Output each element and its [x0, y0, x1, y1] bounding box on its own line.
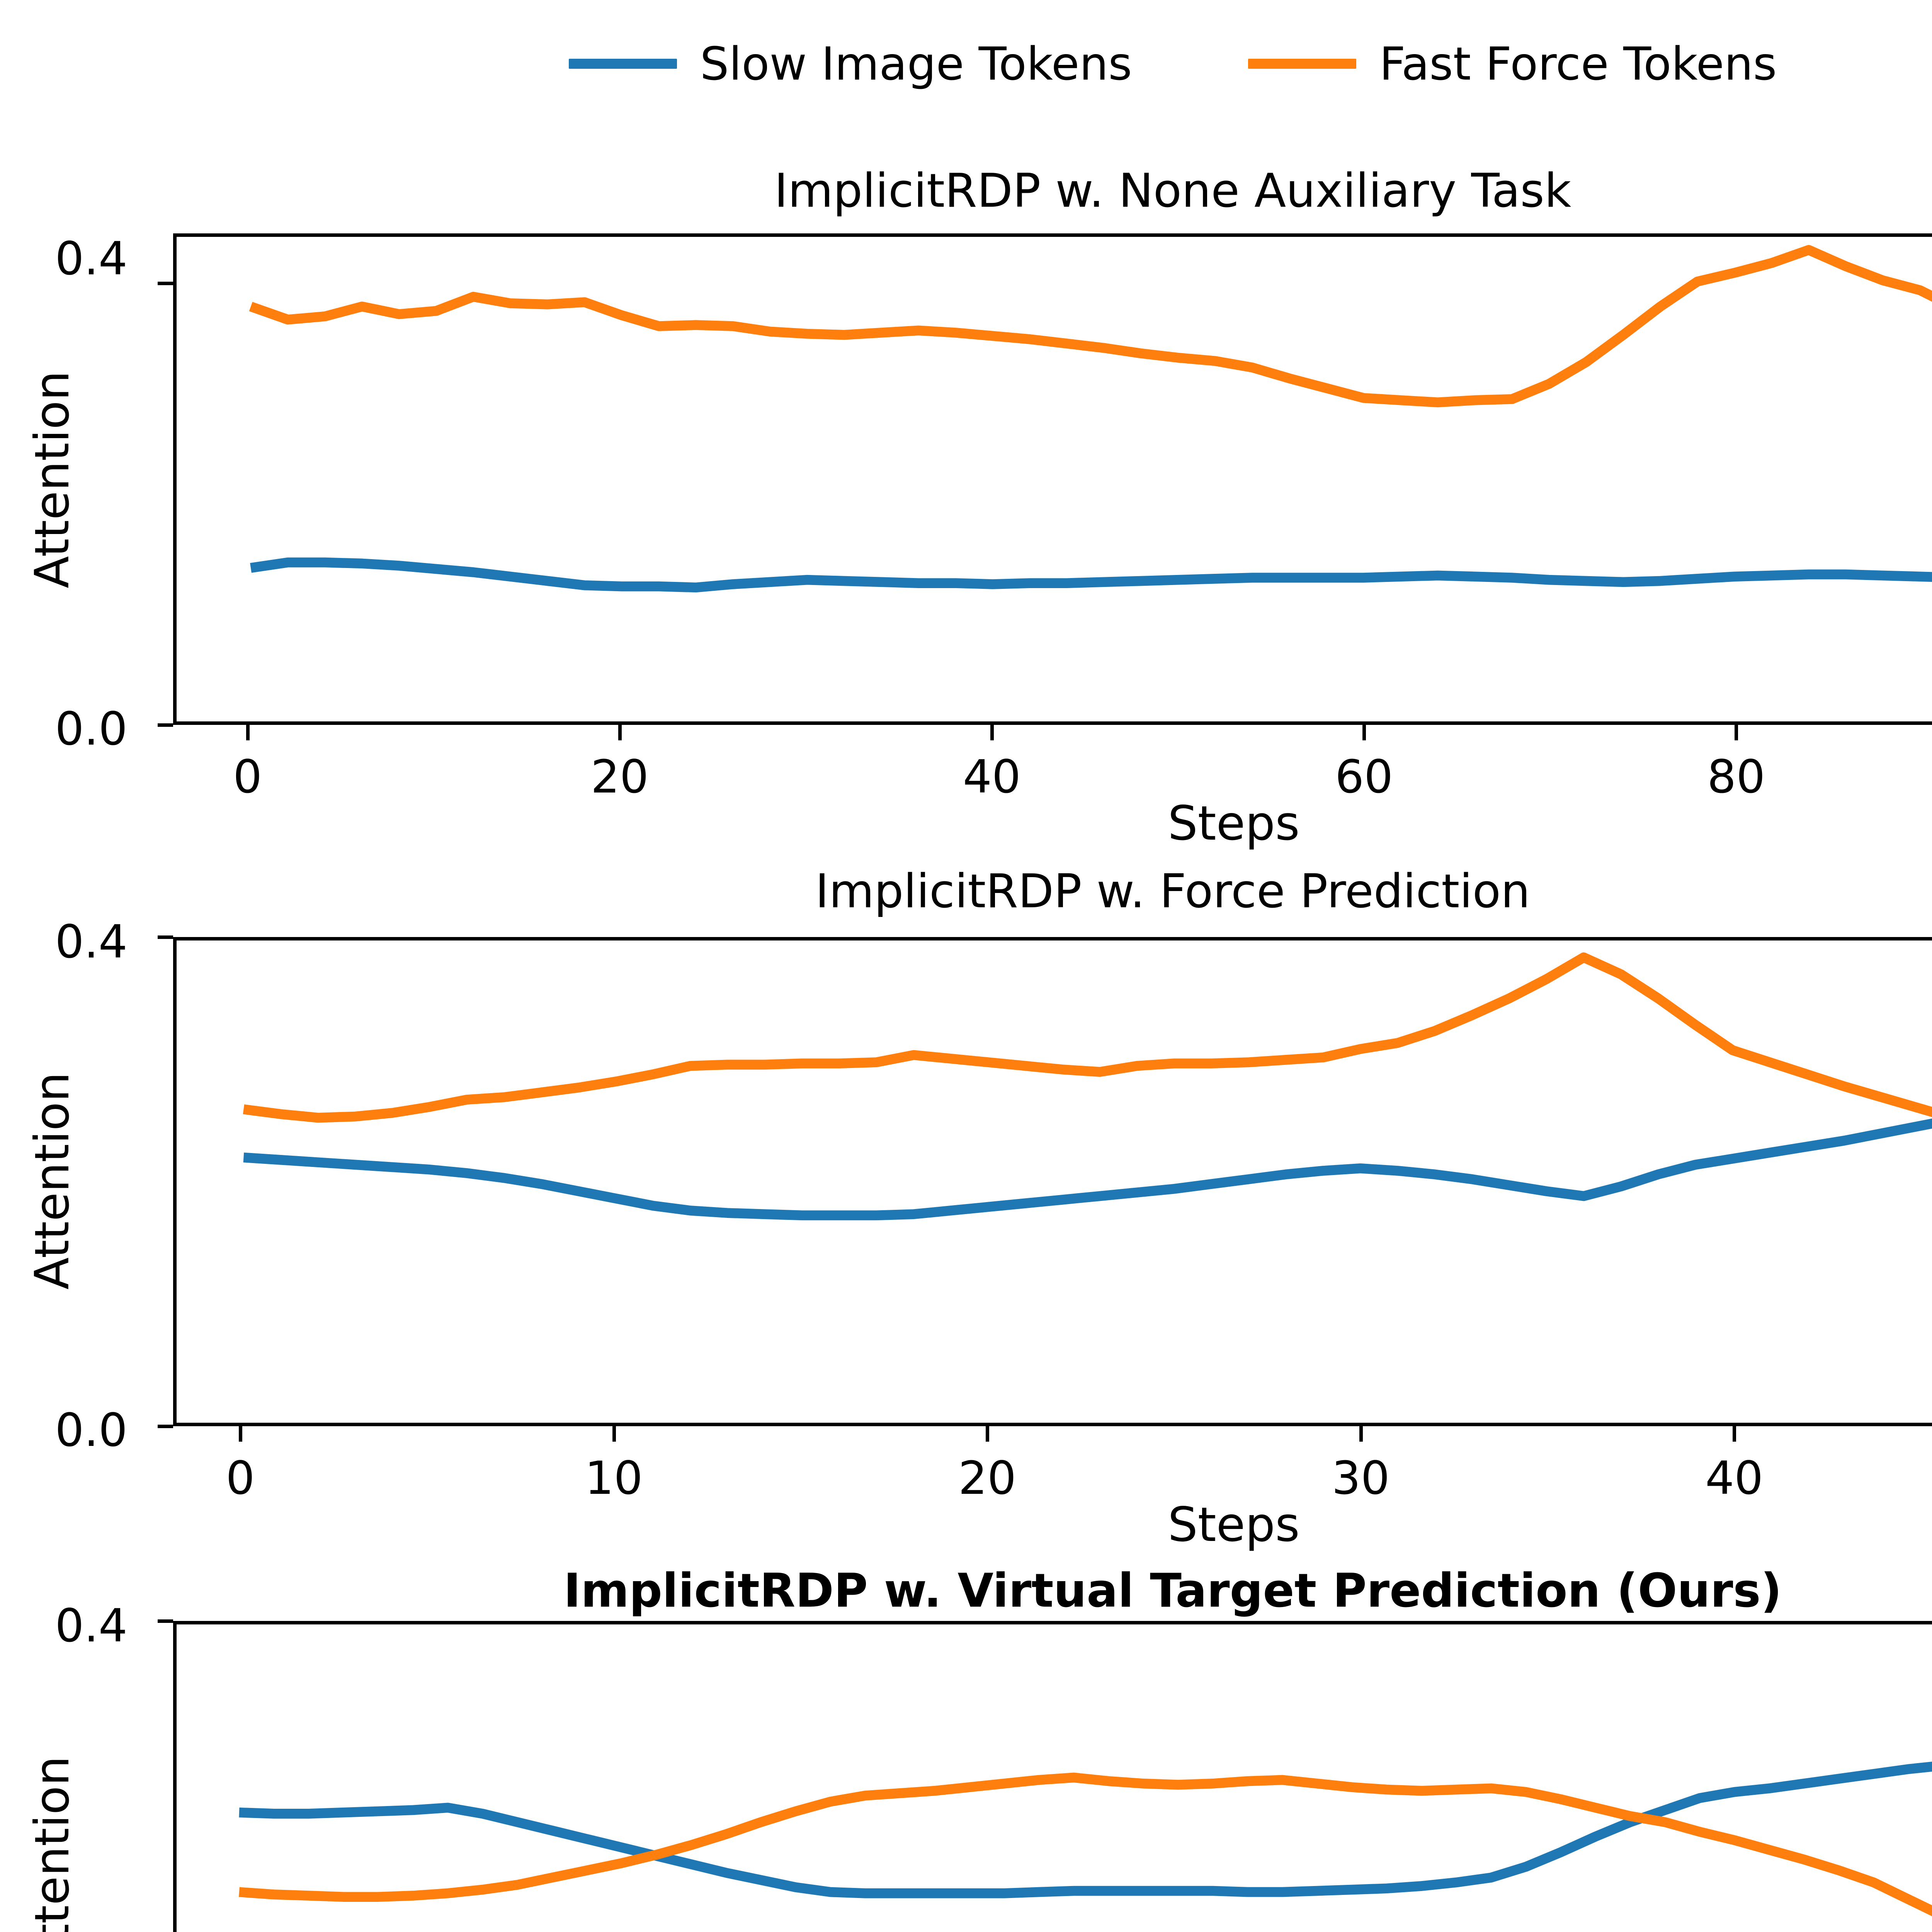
legend-entry-slow-image-tokens: Slow Image Tokens	[568, 37, 1132, 90]
y-axis-label-2: Attention	[25, 1072, 80, 1290]
y-tick-label-2-0: 0.4	[55, 915, 128, 968]
x-tick-label-1-3: 60	[1335, 750, 1393, 803]
x-tick-label-2-1: 10	[585, 1451, 643, 1505]
x-tick-mark-2-1	[612, 1426, 616, 1442]
line-swatch-icon-orange	[1248, 59, 1356, 69]
x-axis-label-1: Steps	[1168, 796, 1300, 851]
x-tick-label-2-2: 20	[958, 1451, 1017, 1505]
x-tick-label-1-0: 0	[233, 750, 262, 803]
line-chart-3	[239, 1762, 1932, 1917]
x-tick-mark-2-3	[1359, 1426, 1363, 1442]
x-tick-label-1-4: 80	[1707, 750, 1765, 803]
line-swatch-icon-blue	[568, 59, 677, 69]
series-line-fast-force-tokens	[249, 245, 1932, 408]
x-tick-mark-2-4	[1733, 1426, 1736, 1442]
legend-entry-fast-force-tokens: Fast Force Tokens	[1248, 41, 1777, 87]
x-tick-mark-2-2	[986, 1426, 990, 1442]
y-tick-label-1-0: 0.4	[55, 232, 128, 285]
panel-title-2: ImplicitRDP w. Force Prediction	[815, 865, 1531, 918]
figure-legend: Slow Image Tokens Fast Force Tokens	[0, 0, 1932, 128]
y-axis-label-3: Attention	[25, 1756, 80, 1932]
y-tick-mark-2-0	[158, 1425, 173, 1428]
y-tick-mark-1-0	[158, 723, 173, 727]
y-axis-label-1: Attention	[25, 371, 80, 588]
x-tick-mark-1-4	[1735, 725, 1738, 740]
x-tick-mark-2-0	[238, 1426, 242, 1442]
panel-title-1: ImplicitRDP w. None Auxiliary Task	[774, 164, 1571, 218]
x-tick-mark-1-1	[618, 725, 622, 740]
y-tick-label-1-1: 0.0	[55, 702, 128, 755]
series-line-slow-image-tokens	[250, 557, 1932, 593]
y-tick-label-2-1: 0.0	[55, 1403, 128, 1457]
x-tick-mark-1-0	[246, 725, 250, 740]
plot-area-2	[173, 937, 1932, 1426]
x-tick-label-2-4: 40	[1705, 1451, 1764, 1505]
y-tick-mark-1-1	[158, 281, 173, 285]
series-line-slow-image-tokens	[239, 1762, 1932, 1898]
y-tick-label-3-0: 0.4	[55, 1599, 128, 1652]
line-chart-2	[243, 952, 1932, 1221]
x-tick-label-1-2: 40	[963, 750, 1021, 803]
line-chart-1	[249, 245, 1932, 593]
legend-label-slow-image-tokens: Slow Image Tokens	[700, 37, 1132, 90]
y-tick-mark-3-1	[158, 1619, 173, 1623]
series-line-fast-force-tokens	[243, 952, 1932, 1123]
x-tick-mark-1-3	[1362, 725, 1366, 740]
legend-label-fast-force-tokens: Fast Force Tokens	[1379, 37, 1777, 90]
plot-area-3	[173, 1621, 1932, 1932]
y-tick-mark-2-1	[158, 935, 173, 939]
x-tick-label-2-0: 0	[226, 1451, 255, 1505]
series-line-fast-force-tokens	[239, 1772, 1932, 1917]
x-axis-label-2: Steps	[1168, 1497, 1300, 1552]
series-line-slow-image-tokens	[243, 1118, 1932, 1221]
panel-title-3: ImplicitRDP w. Virtual Target Prediction…	[563, 1564, 1782, 1618]
x-tick-label-1-1: 20	[590, 750, 649, 803]
x-tick-label-2-3: 30	[1332, 1451, 1390, 1505]
plot-area-1	[173, 233, 1932, 725]
x-tick-mark-1-2	[990, 725, 994, 740]
